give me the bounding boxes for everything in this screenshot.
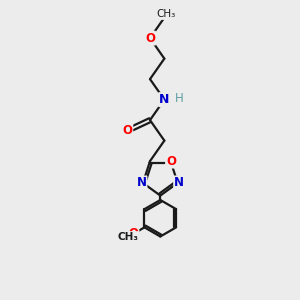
Text: N: N	[159, 93, 170, 106]
Text: O: O	[166, 154, 176, 168]
Text: H: H	[175, 92, 184, 105]
Text: CH₃: CH₃	[156, 9, 176, 19]
Text: O: O	[128, 227, 138, 240]
Text: O: O	[122, 124, 132, 137]
Text: CH₃: CH₃	[117, 232, 138, 242]
Text: O: O	[145, 32, 155, 45]
Text: N: N	[174, 176, 184, 190]
Text: N: N	[136, 176, 146, 190]
